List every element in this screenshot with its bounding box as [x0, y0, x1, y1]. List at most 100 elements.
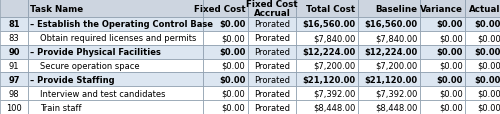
Bar	[358, 45, 420, 59]
Text: – Establish the Operating Control Base: – Establish the Operating Control Base	[30, 20, 214, 29]
Text: Variance: Variance	[420, 4, 463, 13]
Text: Prorated: Prorated	[254, 89, 290, 98]
Bar	[465, 73, 500, 87]
Bar	[465, 87, 500, 100]
Text: Secure operation space: Secure operation space	[40, 61, 140, 70]
Text: $0.00: $0.00	[219, 48, 246, 57]
Bar	[0, 32, 28, 45]
Text: $7,840.00: $7,840.00	[375, 34, 418, 43]
Text: $0.00: $0.00	[439, 34, 462, 43]
Text: $0.00: $0.00	[477, 61, 500, 70]
Bar	[0, 0, 28, 18]
Text: $16,560.00: $16,560.00	[302, 20, 356, 29]
Bar	[420, 73, 465, 87]
Text: Actual: Actual	[469, 4, 500, 13]
Text: $0.00: $0.00	[477, 89, 500, 98]
Bar	[203, 45, 248, 59]
Bar	[203, 73, 248, 87]
Text: – Provide Staffing: – Provide Staffing	[30, 75, 115, 84]
Text: – Provide Physical Facilities: – Provide Physical Facilities	[30, 48, 162, 57]
Text: Fixed Cost
Accrual: Fixed Cost Accrual	[246, 0, 298, 18]
Text: Fixed Cost: Fixed Cost	[194, 4, 246, 13]
Text: $0.00: $0.00	[222, 34, 246, 43]
Bar	[465, 59, 500, 73]
Bar	[420, 0, 465, 18]
Text: $7,392.00: $7,392.00	[375, 89, 418, 98]
Text: 90: 90	[8, 48, 20, 57]
Bar	[28, 32, 203, 45]
Text: $0.00: $0.00	[222, 61, 246, 70]
Text: Train staff: Train staff	[40, 103, 82, 112]
Text: $7,840.00: $7,840.00	[313, 34, 356, 43]
Text: $0.00: $0.00	[219, 20, 246, 29]
Bar	[465, 100, 500, 114]
Text: 81: 81	[8, 20, 20, 29]
Bar	[465, 45, 500, 59]
Text: $0.00: $0.00	[477, 34, 500, 43]
Text: $0.00: $0.00	[222, 103, 246, 112]
Bar	[28, 100, 203, 114]
Text: 97: 97	[8, 75, 20, 84]
Bar	[248, 32, 296, 45]
Text: Prorated: Prorated	[254, 61, 290, 70]
Bar	[203, 18, 248, 32]
Bar	[203, 0, 248, 18]
Bar	[28, 87, 203, 100]
Bar	[203, 59, 248, 73]
Bar	[420, 32, 465, 45]
Text: $0.00: $0.00	[474, 75, 500, 84]
Bar	[420, 59, 465, 73]
Bar	[296, 0, 358, 18]
Text: Prorated: Prorated	[254, 34, 290, 43]
Bar	[358, 100, 420, 114]
Bar	[248, 45, 296, 59]
Bar	[296, 59, 358, 73]
Bar	[465, 0, 500, 18]
Bar	[465, 32, 500, 45]
Text: Prorated: Prorated	[254, 48, 290, 57]
Text: $0.00: $0.00	[439, 103, 462, 112]
Text: 100: 100	[6, 103, 22, 112]
Text: $12,224.00: $12,224.00	[364, 48, 418, 57]
Text: 83: 83	[8, 34, 20, 43]
Bar	[248, 87, 296, 100]
Text: $0.00: $0.00	[474, 48, 500, 57]
Bar	[248, 0, 296, 18]
Text: Baseline: Baseline	[376, 4, 418, 13]
Bar	[296, 18, 358, 32]
Bar	[358, 73, 420, 87]
Text: $0.00: $0.00	[219, 75, 246, 84]
Text: $7,200.00: $7,200.00	[313, 61, 356, 70]
Bar	[248, 73, 296, 87]
Bar	[296, 73, 358, 87]
Text: $7,200.00: $7,200.00	[375, 61, 418, 70]
Bar	[420, 45, 465, 59]
Text: $0.00: $0.00	[436, 20, 462, 29]
Text: $0.00: $0.00	[222, 89, 246, 98]
Text: $0.00: $0.00	[439, 61, 462, 70]
Bar	[28, 45, 203, 59]
Bar	[296, 45, 358, 59]
Text: $0.00: $0.00	[439, 89, 462, 98]
Bar	[28, 59, 203, 73]
Text: $8,448.00: $8,448.00	[375, 103, 418, 112]
Bar	[0, 18, 28, 32]
Bar	[28, 73, 203, 87]
Text: $0.00: $0.00	[474, 20, 500, 29]
Bar	[203, 87, 248, 100]
Text: $21,120.00: $21,120.00	[302, 75, 356, 84]
Bar	[203, 32, 248, 45]
Bar	[248, 100, 296, 114]
Bar	[420, 18, 465, 32]
Text: Prorated: Prorated	[254, 103, 290, 112]
Text: $0.00: $0.00	[436, 75, 462, 84]
Text: 91: 91	[9, 61, 19, 70]
Text: $21,120.00: $21,120.00	[364, 75, 418, 84]
Bar	[465, 18, 500, 32]
Bar	[358, 18, 420, 32]
Bar	[358, 0, 420, 18]
Text: Obtain required licenses and permits: Obtain required licenses and permits	[40, 34, 197, 43]
Bar	[28, 18, 203, 32]
Text: Prorated: Prorated	[254, 20, 290, 29]
Bar	[358, 32, 420, 45]
